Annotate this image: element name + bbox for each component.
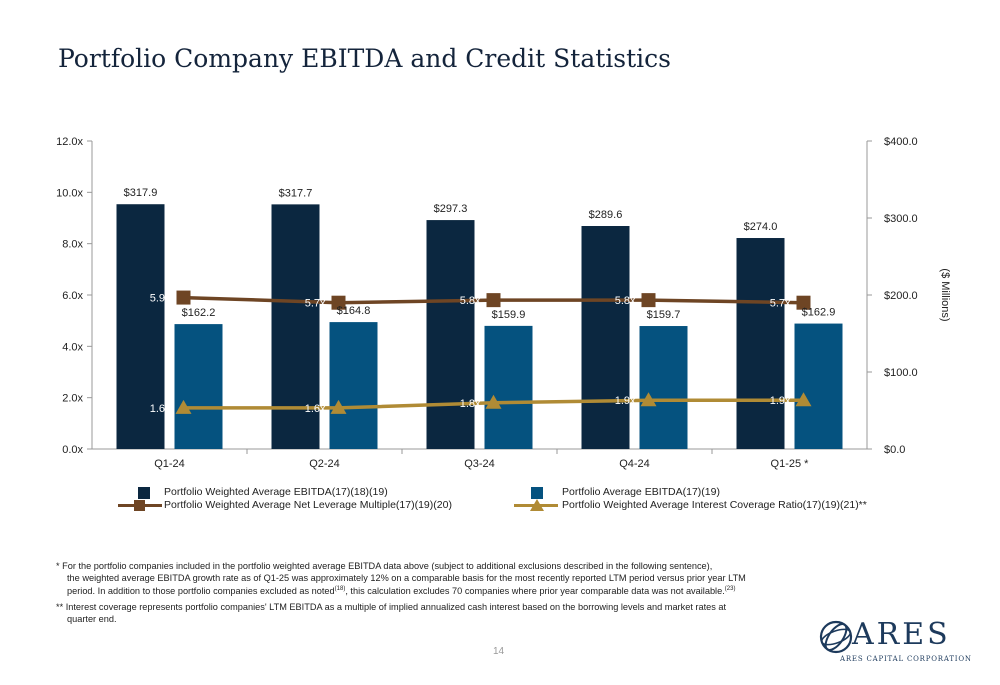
net-leverage-marker <box>796 295 811 310</box>
interest-coverage-label: 1.6x <box>305 403 326 415</box>
footnote-line: * For the portfolio companies included i… <box>56 561 713 571</box>
legend-label: Portfolio Weighted Average EBITDA(17)(18… <box>164 486 388 498</box>
right-axis-title: ($ Millions) <box>939 268 951 321</box>
bar-weighted-ebitda <box>581 226 630 449</box>
footnote-line: quarter end. <box>67 613 117 624</box>
net-leverage-label: 5.7x <box>770 298 791 310</box>
left-tick-label: 0.0x <box>62 444 83 456</box>
chart-lines <box>175 290 812 414</box>
footnote-ref: (23) <box>724 586 736 592</box>
left-tick-label: 2.0x <box>62 393 83 405</box>
net-leverage-marker <box>176 290 191 305</box>
net-leverage-label: 5.9x <box>150 293 171 305</box>
bar-average-ebitda <box>639 326 688 449</box>
net-leverage-label: 5.8x <box>460 295 481 307</box>
bar-value-label: $317.9 <box>124 187 158 199</box>
x-tick-label: Q2-24 <box>309 458 340 470</box>
footnote-text: period. In addition to those portfolio c… <box>67 586 335 597</box>
net-leverage-marker <box>486 293 501 308</box>
logo-wordmark: ARES <box>852 617 951 652</box>
left-tick-label: 10.0x <box>56 187 83 199</box>
bar-value-label: $289.6 <box>589 209 623 221</box>
legend-label: Portfolio Weighted Average Interest Cove… <box>562 499 867 511</box>
right-tick-label: $400.0 <box>884 136 918 148</box>
interest-coverage-marker <box>175 399 192 414</box>
legend-swatch-weighted-ebitda <box>138 487 150 499</box>
footnote-line: the weighted average EBITDA growth rate … <box>67 572 746 583</box>
bar-average-ebitda <box>794 323 843 449</box>
bar-weighted-ebitda <box>116 204 165 449</box>
page-number: 14 <box>493 646 505 657</box>
net-leverage-marker <box>331 295 346 310</box>
ebitda-credit-chart: 0.0x 2.0x 4.0x 6.0x 8.0x 10.0x 12.0x $0.0 $100.0… <box>56 136 951 470</box>
square-marker-icon <box>134 500 145 511</box>
left-tick-label: 12.0x <box>56 136 83 148</box>
chart-bars <box>116 204 843 449</box>
x-tick-label: Q1-24 <box>154 458 185 470</box>
net-leverage-marker <box>641 293 656 308</box>
ares-globe-icon <box>819 620 853 654</box>
bar-value-label: $162.9 <box>802 307 836 319</box>
interest-coverage-label: 1.6x <box>150 403 171 415</box>
bar-value-label: $159.7 <box>647 309 681 321</box>
logo-subtitle: ARES CAPITAL CORPORATION <box>840 655 972 663</box>
left-tick-label: 4.0x <box>62 341 83 353</box>
right-tick-label: $100.0 <box>884 367 918 379</box>
footnote-ebitda-growth: * For the portfolio companies included i… <box>56 561 786 598</box>
page-title: Portfolio Company EBITDA and Credit Stat… <box>58 44 671 73</box>
net-leverage-label: 5.8x <box>615 295 636 307</box>
footnote-line: period. In addition to those portfolio c… <box>56 584 786 598</box>
x-tick-label: Q1-25 * <box>771 458 810 470</box>
bar-average-ebitda <box>174 324 223 449</box>
right-tick-label: $0.0 <box>884 444 905 456</box>
footnote-ref: (18) <box>334 586 346 592</box>
x-tick-label: Q3-24 <box>464 458 495 470</box>
footnote-text: , this calculation excludes 70 companies… <box>345 586 725 597</box>
bar-value-label: $164.8 <box>337 305 371 317</box>
chart-labels: $317.9 $317.7 $297.3 $289.6 $274.0 $162.2 $164… <box>124 187 836 415</box>
bar-average-ebitda <box>329 322 378 449</box>
interest-coverage-label: 1.9x <box>615 395 636 407</box>
x-tick-label: Q4-24 <box>619 458 650 470</box>
bar-value-label: $317.7 <box>279 187 313 199</box>
legend-label: Portfolio Weighted Average Net Leverage … <box>164 499 452 511</box>
footnote-interest-coverage: ** Interest coverage represents portfoli… <box>56 602 796 625</box>
right-tick-label: $200.0 <box>884 290 918 302</box>
left-tick-label: 6.0x <box>62 290 83 302</box>
footnote-line: ** Interest coverage represents portfoli… <box>56 602 727 612</box>
net-leverage-label: 5.7x <box>305 298 326 310</box>
bar-value-label: $297.3 <box>434 203 468 215</box>
triangle-marker-icon <box>530 499 544 511</box>
interest-coverage-label: 1.8x <box>460 398 481 410</box>
legend-swatch-average-ebitda <box>531 487 543 499</box>
bar-value-label: $274.0 <box>744 221 778 233</box>
bar-weighted-ebitda <box>736 238 785 449</box>
interest-coverage-marker <box>640 392 657 407</box>
bar-weighted-ebitda <box>426 220 475 449</box>
legend-label: Portfolio Average EBITDA(17)(19) <box>562 486 720 498</box>
interest-coverage-label: 1.9x <box>770 395 791 407</box>
interest-coverage-marker <box>485 394 502 409</box>
company-logo: ARES ARES CAPITAL CORPORATION <box>816 617 971 667</box>
bar-value-label: $162.2 <box>182 307 216 319</box>
interest-coverage-marker <box>330 399 347 414</box>
bar-value-label: $159.9 <box>492 309 526 321</box>
bar-average-ebitda <box>484 325 533 449</box>
left-tick-label: 8.0x <box>62 239 83 251</box>
interest-coverage-marker <box>795 392 812 407</box>
right-tick-label: $300.0 <box>884 213 918 225</box>
